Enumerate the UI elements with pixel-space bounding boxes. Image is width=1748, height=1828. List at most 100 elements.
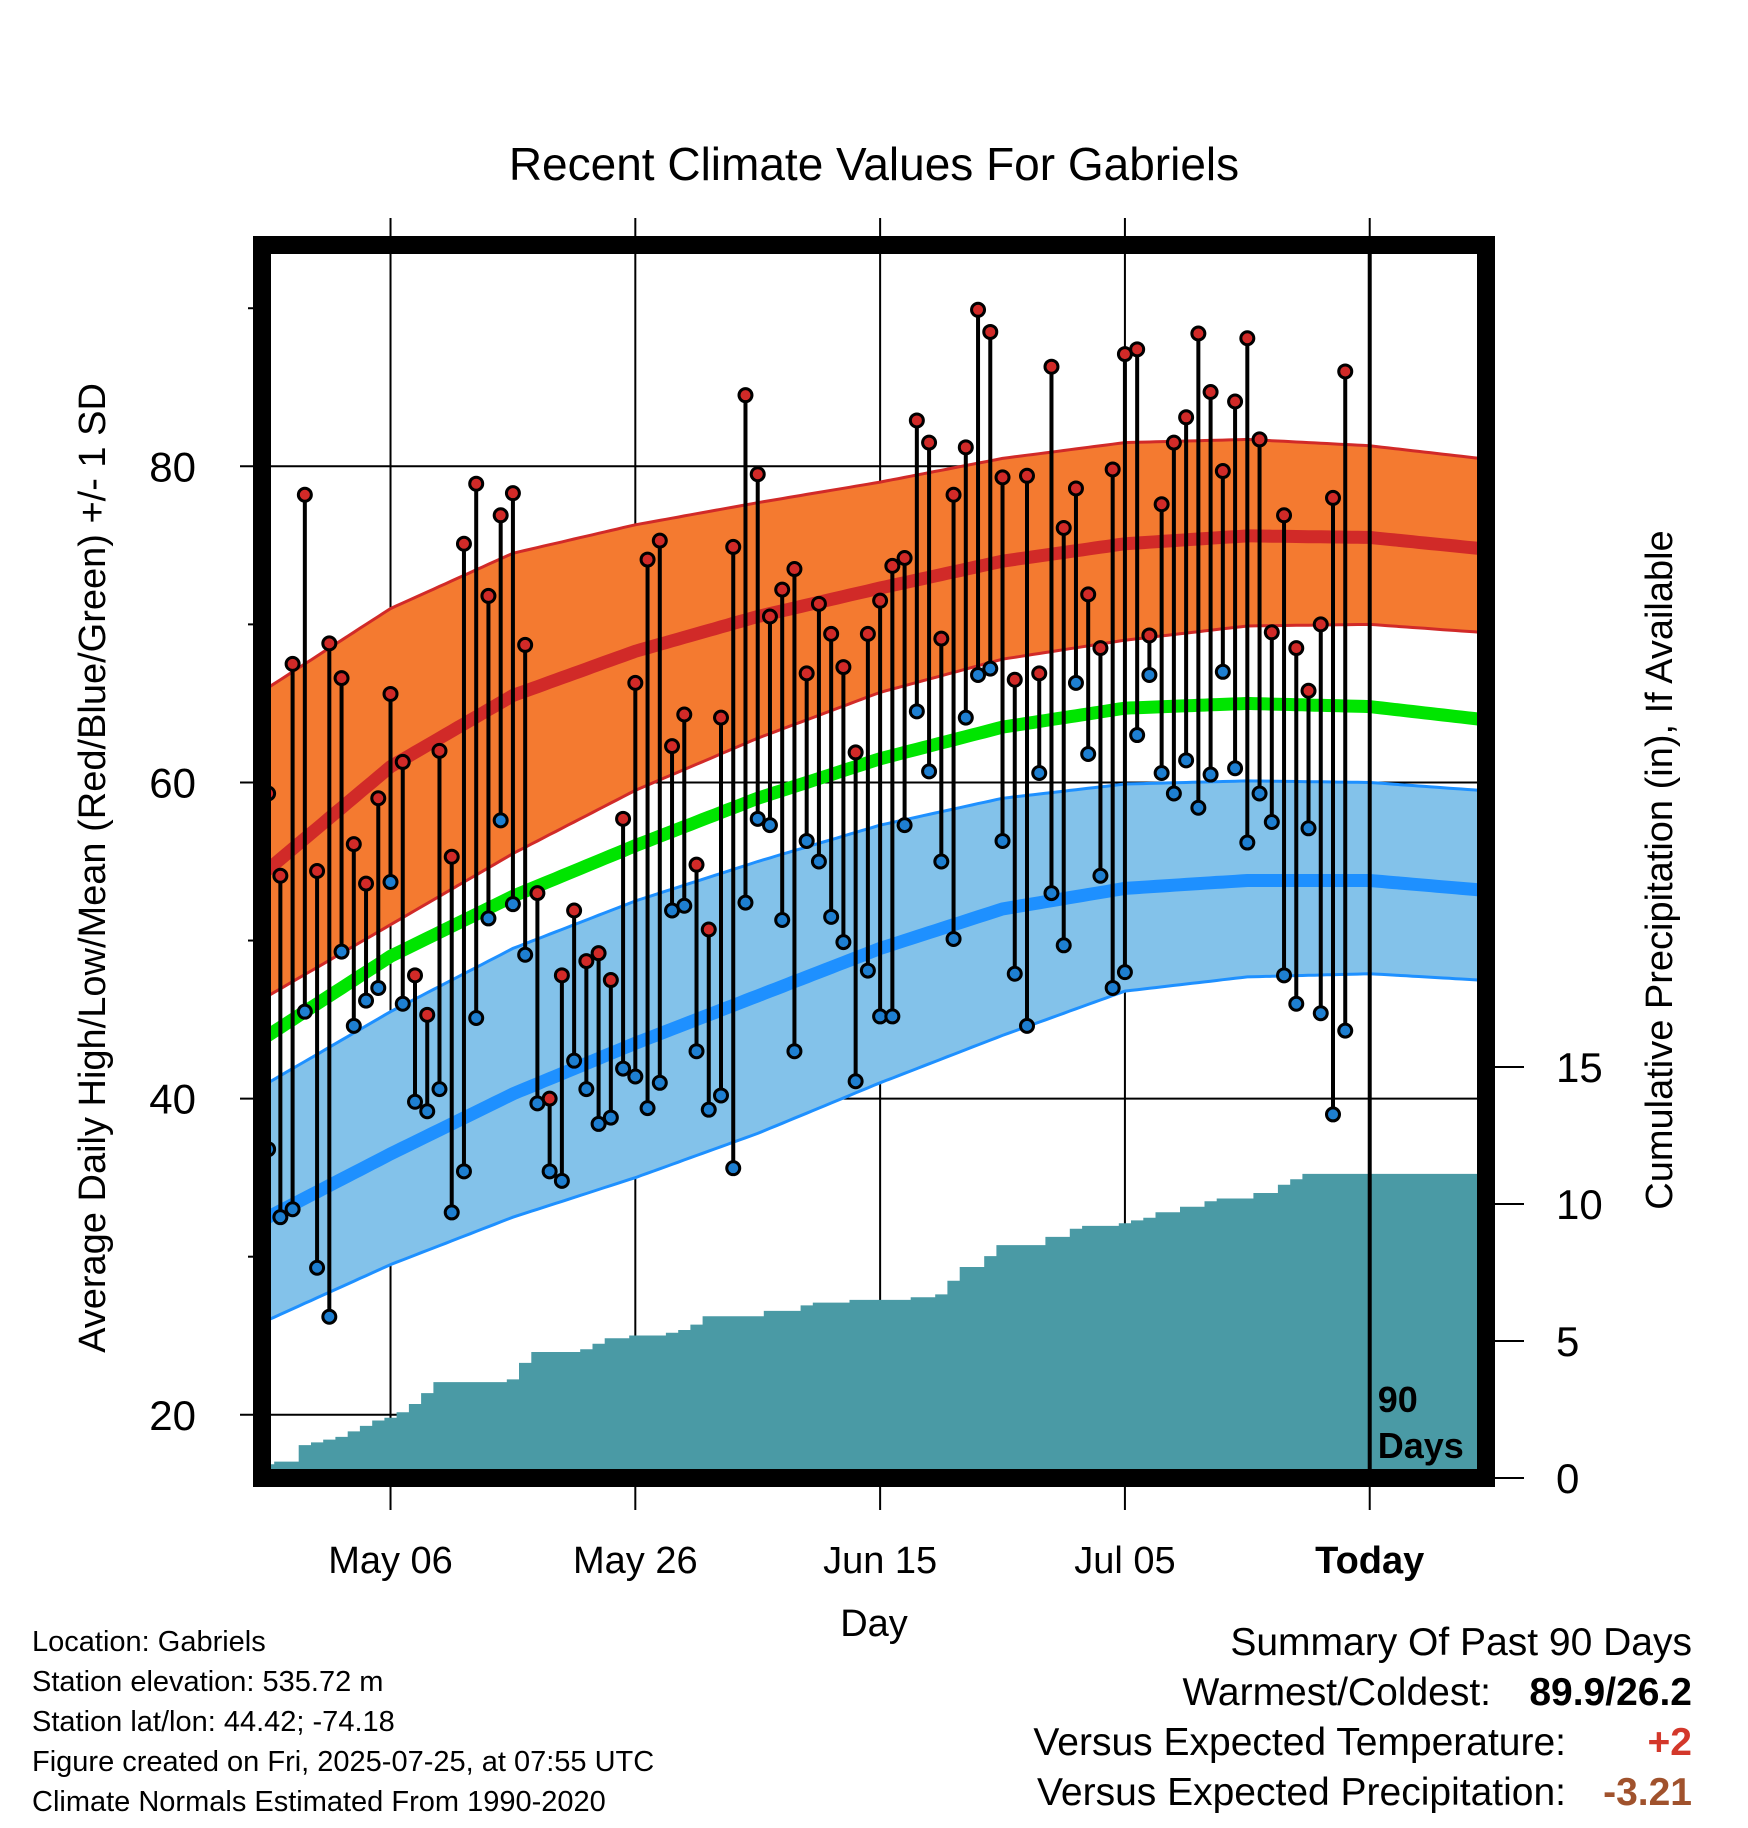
chart-title: Recent Climate Values For Gabriels bbox=[509, 138, 1239, 190]
low-point bbox=[676, 897, 693, 914]
low-point bbox=[798, 832, 815, 849]
low-point bbox=[884, 1008, 901, 1025]
low-point bbox=[504, 896, 521, 913]
low-point bbox=[602, 1109, 619, 1126]
low-point bbox=[455, 1163, 472, 1180]
high-point bbox=[529, 885, 546, 902]
low-point bbox=[358, 992, 375, 1009]
precip-area bbox=[262, 1173, 1486, 1478]
low-point bbox=[1251, 785, 1268, 802]
normals-text: Climate Normals Estimated From 1990-2020 bbox=[32, 1786, 606, 1818]
high-point bbox=[358, 875, 375, 892]
low-point bbox=[333, 943, 350, 960]
high-point bbox=[725, 538, 742, 555]
low-point bbox=[896, 817, 913, 834]
high-point bbox=[1288, 640, 1305, 657]
low-point bbox=[737, 894, 754, 911]
high-point bbox=[1178, 409, 1195, 426]
high-point bbox=[676, 706, 693, 723]
high-point bbox=[982, 323, 999, 340]
low-point bbox=[774, 911, 791, 928]
high-point bbox=[639, 551, 656, 568]
low-point bbox=[615, 1060, 632, 1077]
high-point bbox=[1067, 480, 1084, 497]
low-point bbox=[1006, 965, 1023, 982]
low-point bbox=[394, 995, 411, 1012]
low-point bbox=[1190, 799, 1207, 816]
high-point bbox=[1031, 665, 1048, 682]
elevation-text: Station elevation: 535.72 m bbox=[32, 1666, 384, 1698]
high-sd-band bbox=[262, 439, 1486, 996]
x-tick-label: May 26 bbox=[573, 1540, 698, 1582]
low-point bbox=[957, 709, 974, 726]
low-point bbox=[1300, 820, 1317, 837]
low-point bbox=[1202, 766, 1219, 783]
today-marker-label: 90 bbox=[1378, 1379, 1418, 1420]
low-point bbox=[1031, 764, 1048, 781]
low-point bbox=[725, 1160, 742, 1177]
y2-tick-label: 0 bbox=[1556, 1455, 1579, 1502]
high-point bbox=[1080, 586, 1097, 603]
low-point bbox=[284, 1201, 301, 1218]
high-point bbox=[1165, 434, 1182, 451]
summary-panel: Summary Of Past 90 Days Warmest/Coldest:… bbox=[1033, 1618, 1692, 1818]
low-point bbox=[688, 1043, 705, 1060]
high-point bbox=[835, 659, 852, 676]
plot-area: 90 Days 20 40 60 80 0 5 10 15 May 06 May 26 Jun 15 Ju… bbox=[149, 218, 1603, 1582]
high-point bbox=[896, 549, 913, 566]
high-point bbox=[590, 945, 607, 962]
low-point bbox=[1080, 746, 1097, 763]
high-point bbox=[602, 972, 619, 989]
y2-axis-label: Cumulative Precipitation (in), If Availa… bbox=[1639, 530, 1681, 1209]
today-marker-label: Days bbox=[1378, 1425, 1464, 1466]
high-point bbox=[1055, 519, 1072, 536]
x-tick-label: Today bbox=[1315, 1540, 1424, 1582]
high-point bbox=[798, 665, 815, 682]
x-tick-label: May 06 bbox=[328, 1540, 453, 1582]
high-point bbox=[553, 967, 570, 984]
high-point bbox=[333, 670, 350, 687]
low-point bbox=[1055, 937, 1072, 954]
x-tick-label: Jul 05 bbox=[1074, 1540, 1175, 1582]
low-point bbox=[1214, 663, 1231, 680]
station-info: Location: Gabriels Station elevation: 53… bbox=[32, 1622, 654, 1822]
low-point bbox=[1263, 813, 1280, 830]
high-point bbox=[541, 1090, 558, 1107]
high-point bbox=[394, 753, 411, 770]
normal-high-line bbox=[262, 529, 1486, 876]
high-point bbox=[700, 921, 717, 938]
high-point bbox=[1129, 341, 1146, 358]
low-point bbox=[982, 660, 999, 677]
high-point bbox=[578, 953, 595, 970]
low-point bbox=[713, 1087, 729, 1104]
low-point bbox=[1104, 979, 1121, 996]
low-point bbox=[1141, 666, 1158, 683]
plot-inner: 90 Days bbox=[262, 245, 1486, 1478]
y-axis-label: Average Daily High/Low/Mean (Red/Blue/Gr… bbox=[72, 383, 114, 1353]
high-point bbox=[872, 592, 889, 609]
high-point bbox=[468, 475, 485, 492]
low-point bbox=[651, 1074, 668, 1091]
low-point bbox=[1178, 752, 1195, 769]
low-point bbox=[970, 666, 987, 683]
high-point bbox=[1190, 325, 1207, 342]
low-point bbox=[835, 934, 852, 951]
low-point bbox=[590, 1115, 607, 1132]
high-point bbox=[296, 486, 313, 503]
low-point bbox=[1325, 1106, 1341, 1123]
high-point bbox=[1092, 640, 1109, 657]
created-text: Figure created on Fri, 2025-07-25, at 07… bbox=[32, 1746, 655, 1778]
high-point bbox=[1104, 461, 1121, 478]
low-point bbox=[1227, 760, 1244, 777]
high-point bbox=[823, 625, 840, 642]
low-point bbox=[639, 1100, 656, 1117]
high-point bbox=[1239, 330, 1256, 347]
low-point bbox=[761, 817, 778, 834]
high-point bbox=[945, 486, 962, 503]
low-point bbox=[541, 1163, 558, 1180]
y-tick-label: 40 bbox=[149, 1076, 196, 1123]
high-point bbox=[1141, 627, 1158, 644]
low-point bbox=[1092, 867, 1109, 884]
high-point bbox=[492, 507, 509, 524]
